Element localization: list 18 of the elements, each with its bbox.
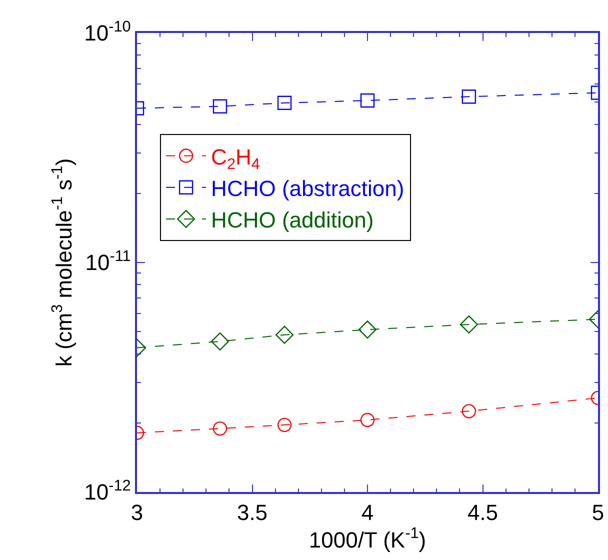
x-axis-title: 1000/T (K$^{-1}$)	[308, 525, 426, 552]
y-tick-label: 10$^{-10}$	[84, 18, 131, 46]
y-tick-label: 10$^{-11}$	[85, 248, 131, 276]
x-tick-label: 4.5	[467, 500, 498, 526]
legend-label: HCHO (abstraction)	[211, 176, 404, 201]
legend-label: C$_{2}$H$_{4}$	[211, 144, 260, 173]
point	[360, 412, 375, 428]
x-tick-label: 3	[130, 500, 144, 526]
x-tick-label: 5	[592, 500, 604, 526]
x-tick-label: 3.5	[236, 500, 268, 526]
legend-label: HCHO (addition)	[211, 208, 374, 233]
point	[360, 93, 375, 108]
x-tick-label: 4	[361, 500, 374, 526]
point	[277, 96, 292, 110]
point	[277, 418, 292, 432]
point	[275, 326, 294, 344]
y-tick-label: 10$^{-12}$	[84, 477, 131, 505]
point	[358, 320, 377, 339]
